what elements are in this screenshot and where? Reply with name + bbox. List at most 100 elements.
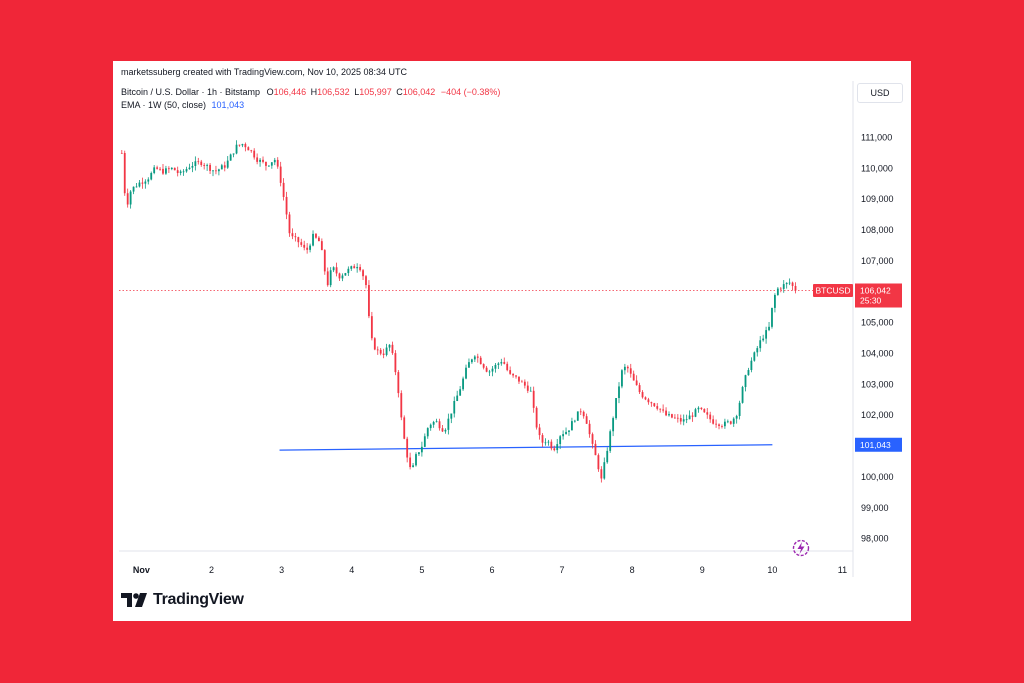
candle [344,272,347,276]
candle [500,358,503,366]
candle-body [326,271,329,286]
candle-body [176,170,179,174]
candle [650,401,653,407]
candle-body [482,364,485,368]
candle-body [285,196,288,215]
candle-body [150,173,153,180]
candle [694,407,697,418]
candle-body [723,421,726,427]
candle [497,362,500,370]
candle-body [741,387,744,403]
candle-body [791,282,794,286]
candle-body [465,367,467,379]
candle [485,365,488,373]
candle [444,428,447,434]
candle-body [679,418,682,422]
candle-body [688,415,691,420]
candle-body [159,168,161,170]
candle-body [276,159,279,167]
candle [491,365,494,377]
candle-body [191,166,194,168]
candle-body [247,147,250,151]
candle-body [503,362,506,364]
symbol-name[interactable]: Bitcoin / U.S. Dollar · 1h · Bitstamp [121,87,261,97]
candle-body [594,443,597,456]
candle [794,282,797,294]
candle-body [197,161,200,163]
candle [576,411,579,421]
candle-body [282,182,285,197]
candle [629,363,632,378]
candle [238,144,241,147]
candle-body [470,359,473,363]
chart-card: 111,000 110,000 109,000 108,000 107,000 105,0… [113,61,911,621]
candle-body [644,397,647,400]
candle-body [603,462,606,479]
candle [226,156,229,169]
candle [753,351,756,362]
candle-body [456,395,459,401]
candle-body [341,275,344,279]
candle [253,148,256,160]
candle-body [229,154,232,161]
candle [788,278,791,286]
candle-body [232,153,235,155]
candle [435,418,438,423]
candle-body [223,165,226,168]
candle [462,376,464,391]
candle-body [676,417,679,419]
candle-body [209,164,211,171]
candle [668,411,670,417]
replay-icon[interactable] [792,539,810,557]
candle [597,453,600,472]
x-tick-label: 10 [767,565,777,575]
candle [559,434,562,450]
candle-body [432,421,435,425]
candle-body [397,372,400,394]
candle-body [753,352,756,361]
candle-body [335,267,338,274]
candle-body [626,366,629,369]
candle [250,149,253,153]
candle-body [156,167,159,169]
candle [182,169,185,176]
price-chart[interactable]: 111,000 110,000 109,000 108,000 107,000 105,0… [113,61,911,621]
candle [723,418,726,429]
candle-body [391,344,394,354]
candle [267,165,270,167]
candle [276,157,279,169]
candle [141,177,144,189]
candle-body [406,438,409,458]
price-change: −404 (−0.38%) [440,87,501,97]
candle [621,369,623,389]
candle [565,427,567,435]
ema-legend[interactable]: EMA · 1W (50, close) 101,043 [121,100,244,110]
ohlc-close: 106,042 [402,87,436,97]
candle-body [147,179,150,182]
candle [688,410,691,420]
x-tick-label: 4 [349,565,354,575]
candle-body [359,267,362,271]
tradingview-logo[interactable]: TradingView [121,591,244,609]
candle-body [641,392,644,398]
candle [288,211,291,237]
candle [488,369,491,377]
candle-body [615,398,617,419]
candle [147,177,150,185]
candle-body [774,295,776,308]
candle-body [544,442,547,444]
candle-body [765,330,768,339]
candle [665,407,667,417]
currency-button[interactable]: USD [857,83,903,103]
candle [356,263,359,273]
candle [397,370,400,398]
candle [588,420,591,438]
candle-body [459,389,462,396]
candle [523,379,526,389]
candle [259,158,261,167]
candle-body [485,367,488,372]
candle-body [262,159,264,162]
candle-body [571,421,573,431]
candle-body [662,409,665,411]
candle [638,382,641,395]
